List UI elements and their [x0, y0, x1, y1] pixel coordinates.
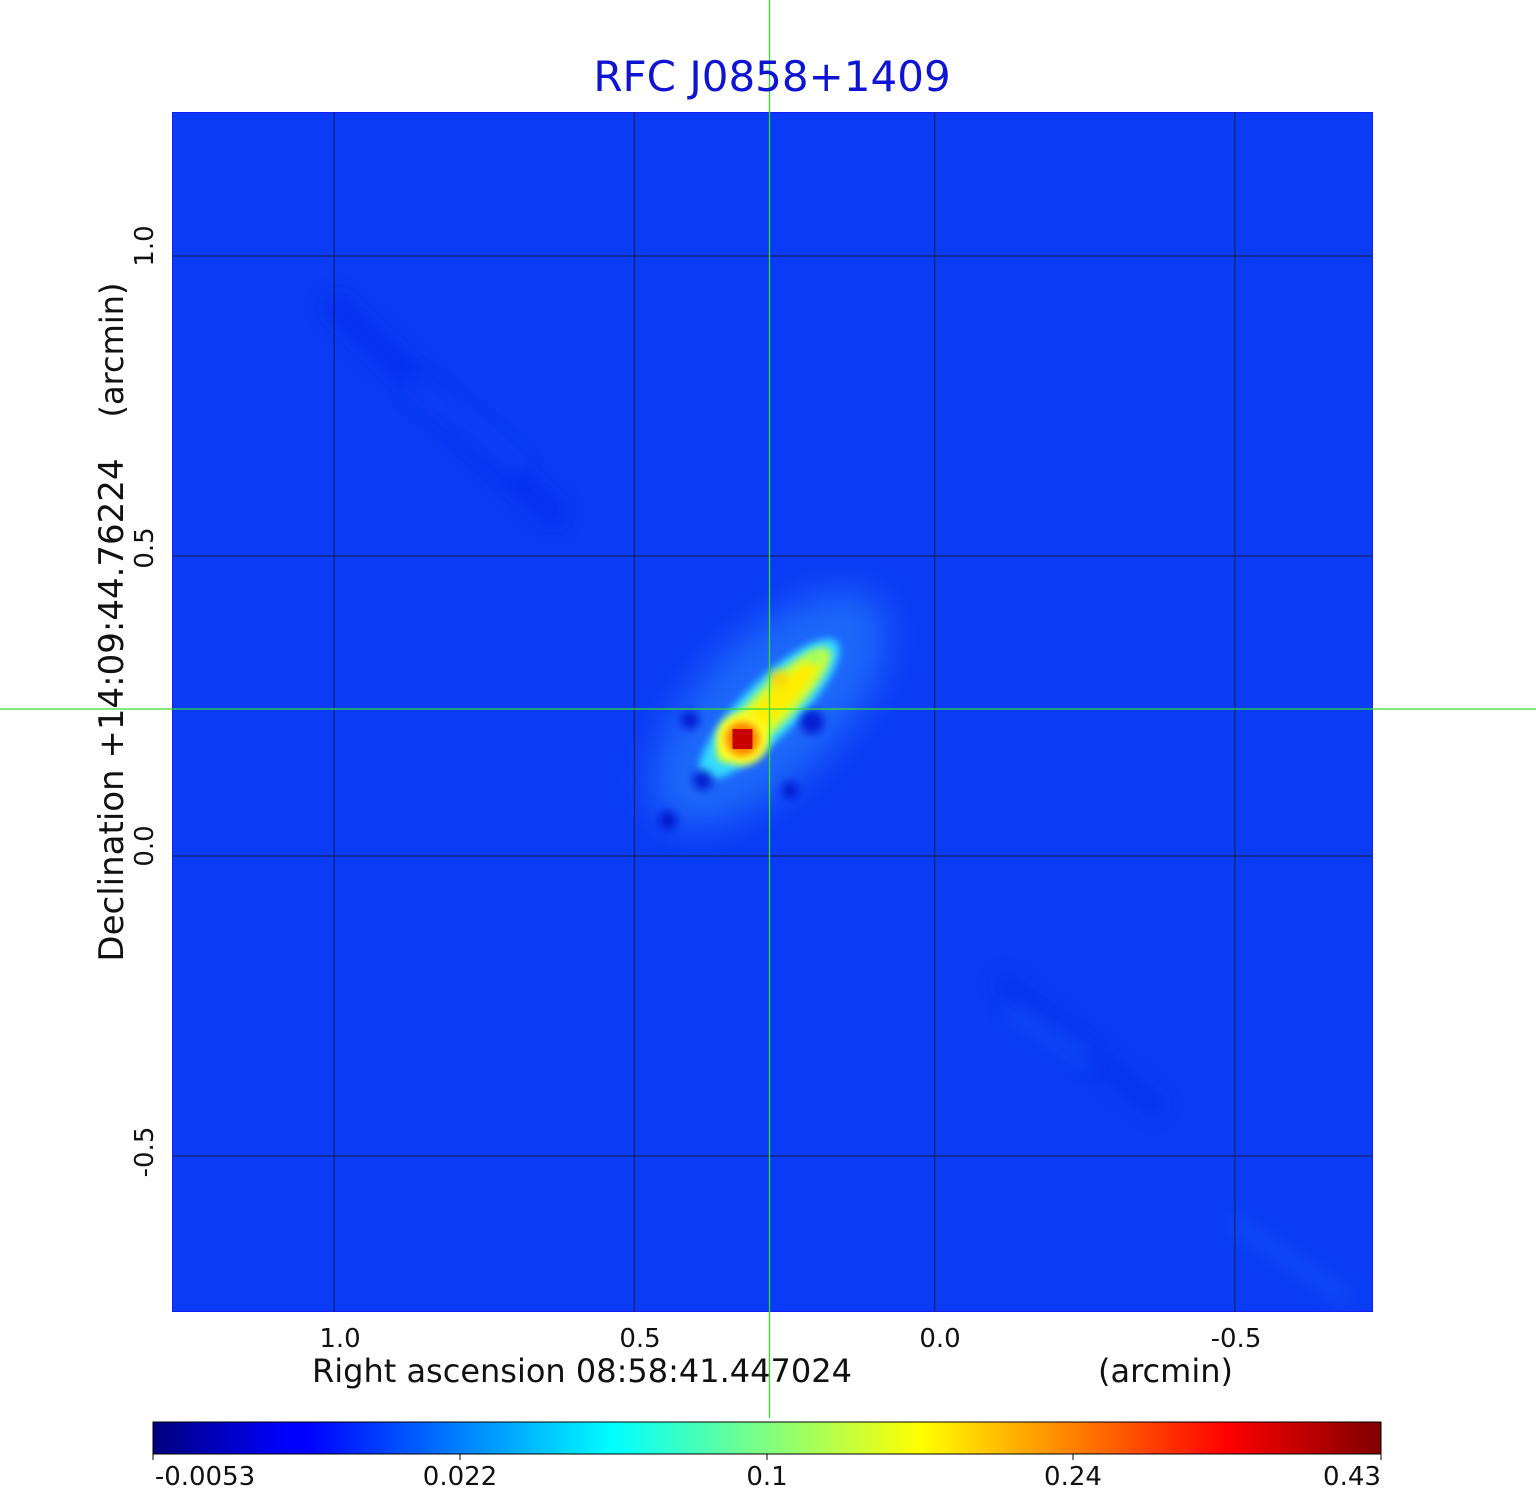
heatmap-image: [172, 112, 1373, 1312]
heatmap-artifact: [994, 973, 1166, 1117]
x-tick-label: 1.0: [319, 1324, 361, 1354]
colorbar-tick-label: 0.1: [746, 1462, 788, 1492]
negative-spot: [800, 710, 824, 734]
colorbar: [152, 1421, 1382, 1460]
x-tick-label: -0.5: [1210, 1324, 1262, 1354]
x-tick-label: 0.5: [619, 1324, 661, 1354]
y-axis-unit: (arcmin): [93, 282, 131, 418]
x-axis-unit: (arcmin): [1098, 1352, 1233, 1390]
colorbar-tick-label: 0.24: [1044, 1462, 1102, 1492]
x-axis-label: Right ascension 08:58:41.447024: [312, 1352, 852, 1390]
negative-spot: [693, 770, 713, 790]
colorbar-tick-label: 0.022: [422, 1462, 498, 1492]
y-tick-label: 1.0: [130, 225, 160, 267]
feature-marker: [769, 670, 788, 688]
negative-spot: [681, 711, 699, 729]
heatmap-artifact: [405, 374, 525, 476]
chart-title: RFC J0858+1409: [593, 52, 951, 101]
y-tick-label: 0.5: [130, 527, 160, 569]
y-tick-label: -0.5: [130, 1126, 160, 1178]
y-axis-label: Declination +14:09:44.76224: [92, 458, 132, 962]
negative-spot: [782, 782, 798, 798]
peak-marker: [732, 729, 753, 749]
grid-lines: [172, 112, 1373, 1312]
heatmap-artifact: [1006, 1004, 1094, 1066]
x-tick-label: 0.0: [919, 1324, 961, 1354]
crosshair: [0, 0, 1536, 1418]
heatmap-artifact: [1226, 1215, 1354, 1305]
colorbar-tick-label: 0.43: [1323, 1462, 1381, 1492]
colorbar-tick-label: -0.0053: [154, 1462, 256, 1492]
colorbar-bar: [152, 1421, 1382, 1455]
negative-spot: [659, 811, 677, 829]
feature-marker: [807, 651, 822, 665]
y-tick-label: 0.0: [130, 825, 160, 867]
